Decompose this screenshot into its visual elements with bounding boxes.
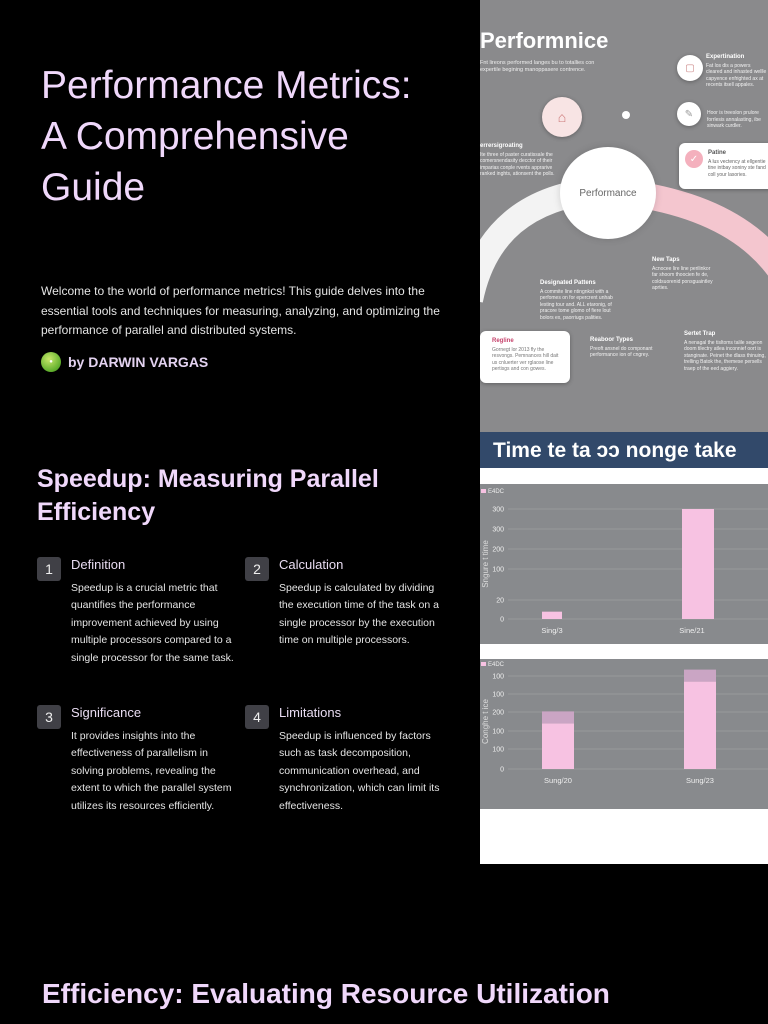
- y-tick-label: 0: [500, 767, 504, 774]
- info-block-new-taps: New Taps Acnocee lire line perilinkor far…: [652, 257, 713, 291]
- info-block-reaboor-types: Reaboor Types Preoft ansnel do componant …: [590, 337, 653, 358]
- y-tick-label: 100: [492, 674, 504, 681]
- y-tick-label: 100: [492, 729, 504, 736]
- step-number-badge: 2: [245, 557, 269, 581]
- legend-swatch: [481, 489, 486, 493]
- author-byline: ● by DARWIN VARGAS: [41, 352, 208, 372]
- info-block-errersigroating: errersigroating Ite three of paster curat…: [480, 143, 555, 177]
- device-icon: ▢: [677, 55, 703, 81]
- efficiency-section-title: Efficiency: Evaluating Resource Utilizat…: [42, 978, 610, 1009]
- speedup-item-definition: 1 Definition Speedup is a crucial metric…: [37, 557, 234, 697]
- speedup-item-limitations: 4 Limitations Speedup is influenced by f…: [245, 705, 439, 845]
- x-tick-label: Sung/20: [544, 776, 572, 785]
- patine-card: ✓: [679, 143, 768, 189]
- author-name: by DARWIN VARGAS: [68, 354, 209, 370]
- tool-icon: ✎: [677, 102, 701, 126]
- step-number-badge: 3: [37, 705, 61, 729]
- item-heading: Significance: [71, 705, 142, 720]
- step-number-badge: 4: [245, 705, 269, 729]
- item-heading: Limitations: [279, 705, 342, 720]
- infographic-title: Performnice: [480, 28, 609, 53]
- step-number-badge: 1: [37, 557, 61, 581]
- chart-banner-title: Time te ta ɔɔ nonge take: [480, 432, 768, 468]
- y-tick-label: 300: [492, 507, 504, 514]
- y-tick-label: 200: [492, 710, 504, 717]
- item-body: Speedup is a crucial metric that quantif…: [71, 582, 234, 664]
- y-tick-label: 0: [500, 617, 504, 624]
- intro-paragraph: Welcome to the world of performance metr…: [41, 284, 440, 337]
- legend-label: E4DC: [488, 662, 505, 668]
- bar: [542, 611, 562, 619]
- bar: [542, 723, 574, 769]
- y-tick-label: 20: [496, 598, 504, 605]
- chart-bottom-svg: E4DC Conghe t ice 0 100 100 200 100 100 Sung/20 S…: [481, 662, 768, 785]
- y-axis-label: Conghe t ice: [481, 698, 490, 743]
- speedup-item-significance: 3 Significance It provides insights into…: [37, 705, 232, 845]
- home-icon: ⌂: [542, 97, 582, 137]
- infographic-image: Performnice Fnt lireons performed langes…: [480, 0, 768, 432]
- bar-cap: [684, 669, 716, 682]
- bar: [684, 681, 716, 769]
- item-body: Speedup is influenced by factors such as…: [279, 730, 440, 812]
- chart-top-svg: E4DC Sngure t time 0 20 100 200 300 300 Sing/3 Si…: [481, 489, 768, 635]
- chart-image: Time te ta ɔɔ nonge take E4DC Sngure t ti…: [480, 432, 768, 864]
- page-title: Performance Metrics: A Comprehensive Gui…: [41, 64, 412, 209]
- info-block-regline: Regline Gornegt lor 2013 fly the resvongs…: [492, 338, 559, 372]
- info-block-sertet-trap: Sertet Trap A nenagal the tisltoms talile…: [684, 331, 766, 372]
- y-axis-label: Sngure t time: [481, 540, 490, 588]
- chart-bottom: E4DC Conghe t ice 0 100 100 200 100 100 Sung/20 S…: [480, 659, 768, 809]
- performance-circle: Performance: [560, 147, 656, 239]
- bar-cap: [542, 711, 574, 724]
- item-body: It provides insights into the effectiven…: [71, 730, 232, 812]
- check-icon: ✓: [685, 150, 703, 168]
- item-heading: Definition: [71, 557, 126, 572]
- x-tick-label: Sung/23: [686, 776, 714, 785]
- bar: [682, 509, 714, 619]
- legend-swatch: [481, 662, 486, 666]
- item-body: Speedup is calculated by dividing the ex…: [279, 582, 439, 647]
- item-heading: Calculation: [279, 557, 344, 572]
- infographic-subtitle: Fnt lireons performed langes bu to total…: [480, 60, 595, 73]
- y-tick-label: 300: [492, 527, 504, 534]
- y-tick-label: 100: [492, 567, 504, 574]
- speedup-item-calculation: 2 Calculation Speedup is calculated by d…: [245, 557, 439, 697]
- chart-top: E4DC Sngure t time 0 20 100 200 300 300 Sing/3 Si…: [480, 484, 768, 644]
- x-tick-label: Sine/21: [679, 626, 704, 635]
- info-block-designated-pattens: Designated Pattens A commite line ntingnk…: [540, 280, 613, 321]
- info-block-hoor: Hoor is treeslon prulore forrlesis annal…: [707, 110, 761, 129]
- x-tick-label: Sing/3: [541, 626, 562, 635]
- y-tick-label: 100: [492, 747, 504, 754]
- speedup-section-title: Speedup: Measuring Parallel Efficiency: [37, 465, 379, 526]
- info-block-expertination: Expertination Fat los dis a powers cleare…: [706, 54, 767, 88]
- y-tick-label: 200: [492, 547, 504, 554]
- info-block-patine: Patine A lus vectency at ellgentie tine i…: [708, 150, 766, 178]
- regline-card: [480, 331, 570, 383]
- y-tick-label: 100: [492, 692, 504, 699]
- avatar: ●: [41, 352, 61, 372]
- legend-label: E4DC: [488, 489, 505, 495]
